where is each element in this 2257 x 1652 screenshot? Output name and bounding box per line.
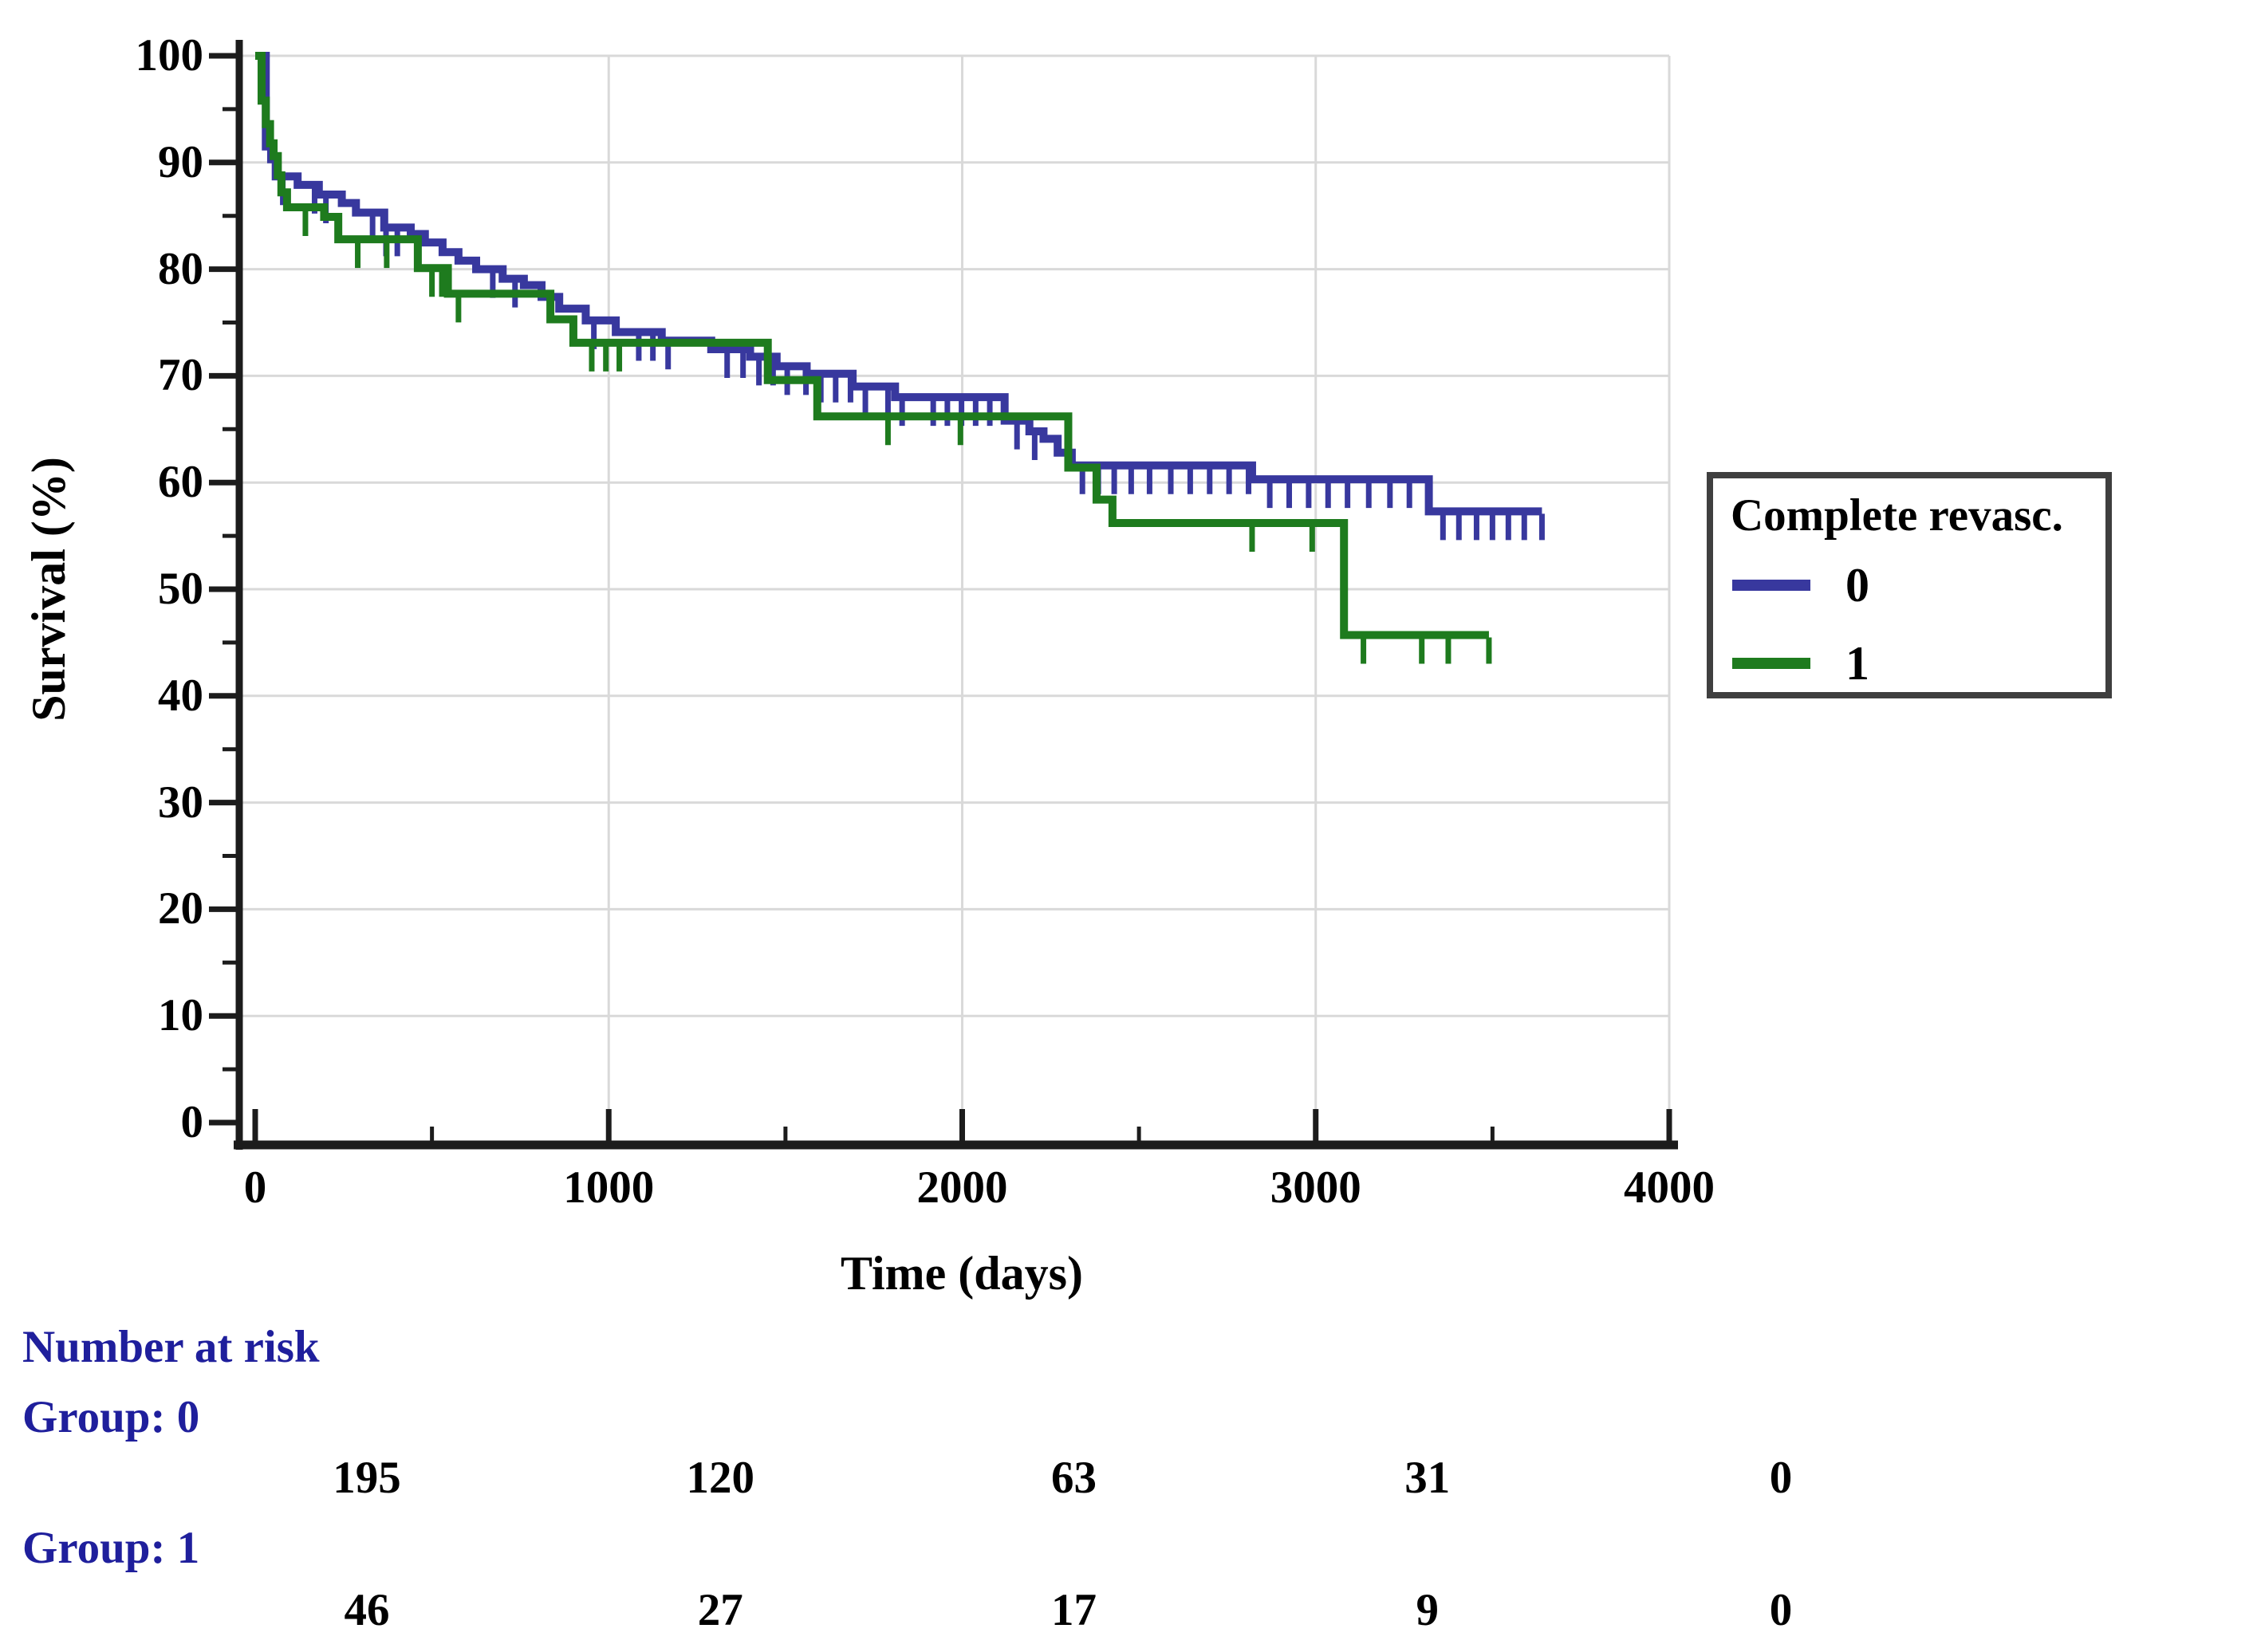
y-tick-label: 10 <box>158 990 203 1041</box>
y-tick-label: 50 <box>158 564 203 614</box>
legend-line-group0-icon <box>1732 580 1810 591</box>
risk-group0-label: Group: 0 <box>22 1392 200 1442</box>
legend-line-group1-icon <box>1732 658 1810 669</box>
y-tick-label: 30 <box>158 777 203 828</box>
legend-title: Complete revasc. <box>1731 490 2063 541</box>
y-tick-label: 90 <box>158 136 203 187</box>
x-tick-label: 3000 <box>1270 1162 1361 1213</box>
legend-entry-group0: 0 <box>1732 559 1869 612</box>
y-tick-label: 20 <box>158 883 203 934</box>
survival-curve-group1 <box>255 52 1489 639</box>
y-tick-label: 80 <box>158 243 203 294</box>
y-tick-label: 0 <box>180 1097 204 1147</box>
risk-group1-label: Group: 1 <box>22 1523 200 1573</box>
y-axis-title: Survival (%) <box>22 457 75 722</box>
y-tick-label: 60 <box>158 457 203 508</box>
risk-count: 17 <box>1051 1585 1097 1635</box>
risk-count: 0 <box>1769 1585 1793 1635</box>
risk-count: 0 <box>1769 1453 1793 1503</box>
x-tick-label: 2000 <box>916 1162 1008 1213</box>
x-axis-title: Time (days) <box>841 1247 1083 1300</box>
survival-curve-group0 <box>255 52 1542 516</box>
risk-table-title: Number at risk <box>22 1322 320 1372</box>
risk-count: 120 <box>686 1453 755 1503</box>
risk-count: 31 <box>1404 1453 1451 1503</box>
y-tick-label: 70 <box>158 350 203 401</box>
x-tick-label: 4000 <box>1624 1162 1715 1213</box>
y-tick-label: 40 <box>158 670 203 721</box>
x-tick-label: 0 <box>243 1162 267 1213</box>
risk-count: 9 <box>1416 1585 1440 1635</box>
legend-label-group1: 1 <box>1845 636 1869 690</box>
risk-count: 63 <box>1051 1453 1097 1503</box>
risk-count: 27 <box>697 1585 743 1635</box>
legend-label-group0: 0 <box>1845 558 1869 612</box>
legend: Complete revasc. 0 1 <box>1707 472 2112 698</box>
y-tick-label: 100 <box>135 30 204 81</box>
risk-count: 195 <box>333 1453 401 1503</box>
x-tick-label: 1000 <box>563 1162 655 1213</box>
legend-entry-group1: 1 <box>1732 637 1869 690</box>
risk-count: 46 <box>344 1585 390 1635</box>
